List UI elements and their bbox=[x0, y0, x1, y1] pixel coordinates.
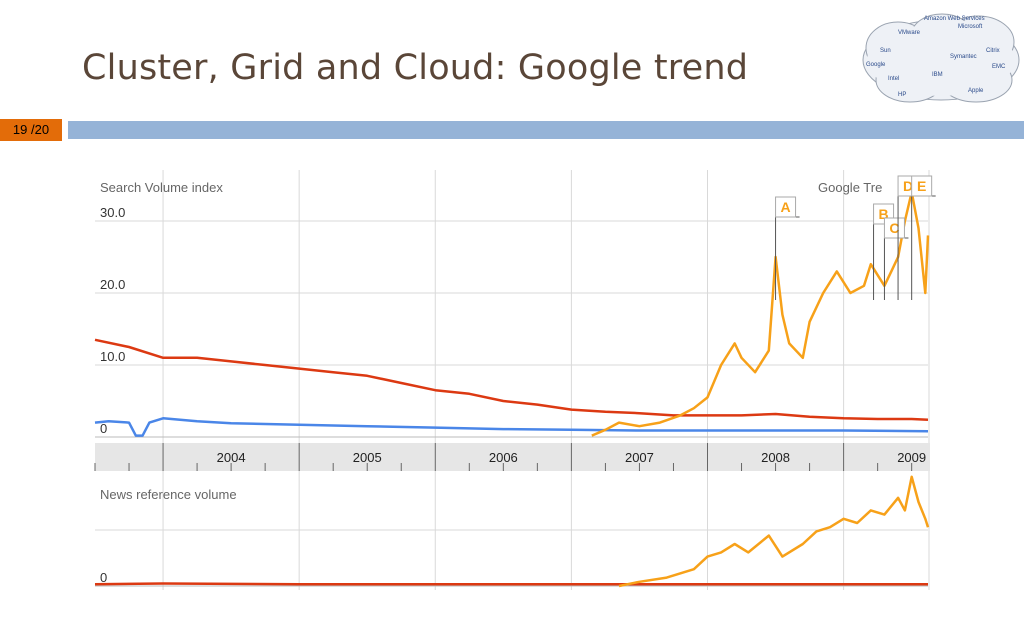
logo-label: VMware bbox=[898, 30, 921, 36]
y-tick-label: 10.0 bbox=[100, 349, 125, 364]
y-tick-label: 0 bbox=[100, 421, 107, 436]
x-tick-label: 2009 bbox=[897, 450, 926, 465]
y-tick-label: 0 bbox=[100, 570, 107, 585]
x-tick-label: 2007 bbox=[625, 450, 654, 465]
y-tick-label: 30.0 bbox=[100, 205, 125, 220]
header-bar bbox=[68, 121, 1024, 139]
logo-label: Google bbox=[866, 62, 886, 68]
annotation-box[interactable] bbox=[911, 175, 933, 197]
x-tick-label: 2006 bbox=[489, 450, 518, 465]
watermark: Google Tre bbox=[818, 180, 882, 195]
news-cloud-line bbox=[618, 475, 930, 588]
logo-label: Symantec bbox=[950, 54, 977, 60]
slide-title: Cluster, Grid and Cloud: Google trend bbox=[82, 48, 749, 88]
annotation-label: E bbox=[917, 178, 926, 194]
annotation-label: C bbox=[889, 220, 899, 236]
x-tick-label: 2008 bbox=[761, 450, 790, 465]
y-tick-label: 20.0 bbox=[100, 277, 125, 292]
search-grid-line bbox=[94, 417, 929, 437]
annotation-box[interactable] bbox=[883, 217, 905, 239]
x-tick-label: 2004 bbox=[217, 450, 246, 465]
search-cloud-line bbox=[591, 190, 930, 437]
annotation-label: D bbox=[903, 178, 913, 194]
logo-label: Sun bbox=[880, 48, 891, 54]
logo-label: EMC bbox=[992, 64, 1006, 70]
annotation-box[interactable] bbox=[775, 196, 797, 218]
logo-label: Amazon Web Services bbox=[924, 16, 985, 22]
logo-label: HP bbox=[898, 92, 906, 98]
search-cluster-line bbox=[94, 338, 929, 421]
annotation-label: B bbox=[878, 206, 888, 222]
logo-label: Microsoft bbox=[958, 24, 983, 30]
panel-title: News reference volume bbox=[100, 487, 237, 502]
page-number-badge: 19 /20 bbox=[0, 119, 62, 141]
tech-logo-cloud: Sun Google IBM EMC Microsoft Citrix VMware Syma… bbox=[862, 13, 1020, 103]
logo-label: Apple bbox=[968, 88, 984, 94]
logo-label: Intel bbox=[888, 76, 899, 82]
google-trends-chart: A BC D E 0 10.0 20.0 30.0 Search Volume index Go… bbox=[94, 170, 936, 590]
logo-label: IBM bbox=[932, 72, 943, 78]
news-cluster-line bbox=[94, 582, 928, 586]
x-tick-label: 2005 bbox=[353, 450, 382, 465]
panel-title: Search Volume index bbox=[100, 180, 223, 195]
annotation-label: A bbox=[780, 199, 790, 215]
logo-label: Citrix bbox=[986, 48, 1000, 54]
x-axis-band bbox=[95, 443, 930, 471]
